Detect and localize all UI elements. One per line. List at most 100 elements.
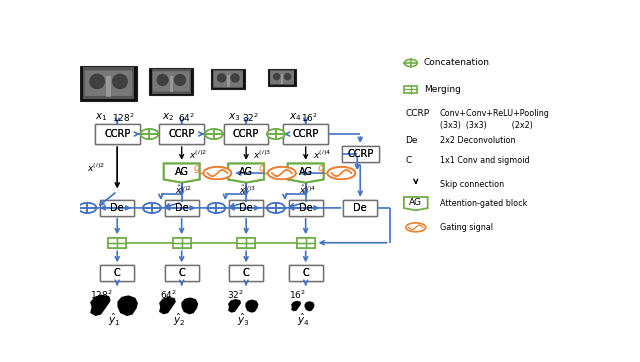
- Ellipse shape: [406, 223, 426, 232]
- Text: $x^{(i)4}$: $x^{(i)4}$: [312, 149, 331, 161]
- FancyBboxPatch shape: [165, 265, 198, 282]
- FancyBboxPatch shape: [284, 124, 328, 144]
- Polygon shape: [288, 164, 324, 182]
- FancyBboxPatch shape: [289, 265, 323, 282]
- Text: CCRP: CCRP: [292, 129, 319, 139]
- Ellipse shape: [284, 73, 291, 80]
- FancyBboxPatch shape: [165, 200, 198, 216]
- Text: $\hat{x}^{(i)4}$: $\hat{x}^{(i)4}$: [299, 183, 316, 196]
- Text: De: De: [239, 203, 253, 213]
- Text: $\hat{y}_2$: $\hat{y}_2$: [173, 311, 186, 328]
- FancyBboxPatch shape: [150, 68, 193, 95]
- Text: AG: AG: [299, 167, 313, 177]
- FancyBboxPatch shape: [224, 124, 269, 144]
- Text: $\hat{x}^{(i)2}$: $\hat{x}^{(i)2}$: [175, 183, 191, 196]
- Text: AG: AG: [175, 167, 189, 177]
- Ellipse shape: [230, 73, 240, 83]
- Circle shape: [205, 129, 223, 139]
- FancyBboxPatch shape: [165, 265, 198, 282]
- Text: AG: AG: [410, 198, 422, 207]
- Polygon shape: [288, 164, 324, 182]
- FancyBboxPatch shape: [165, 200, 198, 216]
- FancyBboxPatch shape: [229, 265, 263, 282]
- FancyBboxPatch shape: [95, 124, 140, 144]
- Polygon shape: [291, 301, 301, 311]
- FancyBboxPatch shape: [84, 70, 132, 96]
- FancyBboxPatch shape: [229, 200, 263, 216]
- Circle shape: [79, 203, 97, 213]
- FancyBboxPatch shape: [284, 124, 328, 144]
- FancyBboxPatch shape: [229, 265, 263, 282]
- Text: CCRP: CCRP: [233, 129, 259, 139]
- FancyBboxPatch shape: [108, 238, 126, 248]
- Text: C: C: [405, 156, 412, 165]
- Text: De: De: [175, 203, 189, 213]
- Text: $32^2$: $32^2$: [227, 289, 244, 301]
- Text: $x_4$: $x_4$: [289, 111, 302, 123]
- Polygon shape: [404, 197, 428, 210]
- Text: 2x2 Deconvolution: 2x2 Deconvolution: [440, 136, 515, 145]
- Text: CCRP: CCRP: [168, 129, 195, 139]
- Polygon shape: [228, 164, 264, 182]
- Polygon shape: [159, 297, 176, 314]
- Text: AG: AG: [239, 167, 253, 177]
- Text: Concatenation: Concatenation: [424, 58, 490, 67]
- Polygon shape: [228, 299, 241, 313]
- Text: $x^{(i)2}$: $x^{(i)2}$: [87, 162, 106, 174]
- FancyBboxPatch shape: [108, 238, 126, 248]
- FancyBboxPatch shape: [106, 76, 111, 97]
- Circle shape: [207, 203, 225, 213]
- Text: De: De: [299, 203, 312, 213]
- Text: CCRP: CCRP: [104, 129, 131, 139]
- Polygon shape: [181, 298, 198, 314]
- Text: $16^2$: $16^2$: [289, 289, 306, 301]
- FancyBboxPatch shape: [270, 71, 294, 84]
- Circle shape: [404, 59, 417, 67]
- FancyBboxPatch shape: [297, 238, 315, 248]
- Text: CCRP: CCRP: [104, 129, 131, 139]
- Text: CCRP: CCRP: [292, 129, 319, 139]
- FancyBboxPatch shape: [100, 265, 134, 282]
- Circle shape: [205, 129, 223, 139]
- FancyBboxPatch shape: [211, 68, 245, 89]
- Ellipse shape: [268, 167, 296, 179]
- Text: $64^2$: $64^2$: [178, 111, 195, 123]
- Polygon shape: [305, 301, 315, 311]
- Text: Merging: Merging: [424, 85, 461, 94]
- Text: $x_1$: $x_1$: [95, 111, 107, 123]
- Text: De: De: [110, 203, 124, 213]
- FancyBboxPatch shape: [100, 265, 134, 282]
- Ellipse shape: [217, 73, 227, 83]
- Text: $g$: $g$: [258, 163, 266, 175]
- Text: $x_2$: $x_2$: [162, 111, 174, 123]
- Text: $\hat{y}_4$: $\hat{y}_4$: [297, 311, 310, 328]
- Text: AG: AG: [299, 167, 313, 177]
- FancyBboxPatch shape: [100, 200, 134, 216]
- FancyBboxPatch shape: [342, 146, 378, 162]
- FancyBboxPatch shape: [213, 70, 243, 88]
- Text: 1x1 Conv and sigmoid: 1x1 Conv and sigmoid: [440, 156, 529, 165]
- FancyBboxPatch shape: [404, 86, 417, 93]
- Text: C: C: [243, 268, 250, 278]
- Text: De: De: [175, 203, 189, 213]
- FancyBboxPatch shape: [170, 76, 173, 92]
- FancyBboxPatch shape: [80, 66, 137, 101]
- FancyBboxPatch shape: [227, 75, 230, 87]
- Text: De: De: [299, 203, 312, 213]
- FancyBboxPatch shape: [237, 238, 255, 248]
- Polygon shape: [164, 164, 200, 182]
- Text: AG: AG: [175, 167, 189, 177]
- Text: $32^2$: $32^2$: [242, 111, 259, 123]
- FancyBboxPatch shape: [153, 71, 189, 92]
- FancyBboxPatch shape: [159, 124, 204, 144]
- Text: CCRP: CCRP: [405, 109, 429, 118]
- FancyBboxPatch shape: [229, 200, 263, 216]
- Text: CCRP: CCRP: [233, 129, 259, 139]
- Polygon shape: [164, 164, 200, 182]
- FancyBboxPatch shape: [289, 200, 323, 216]
- FancyBboxPatch shape: [269, 69, 296, 86]
- Ellipse shape: [156, 74, 169, 86]
- FancyBboxPatch shape: [289, 200, 323, 216]
- Text: C: C: [114, 268, 120, 278]
- Polygon shape: [245, 299, 259, 313]
